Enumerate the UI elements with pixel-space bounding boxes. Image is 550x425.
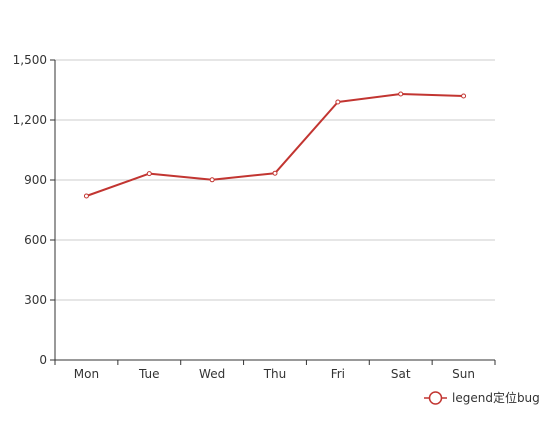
x-tick-label: Sat	[391, 367, 411, 381]
x-axis-labels: Mon Tue Wed Thu Fri Sat Sun	[74, 367, 475, 381]
y-tick-label: 1,500	[13, 53, 47, 67]
series-line	[86, 93, 464, 197]
x-tick-label: Sun	[452, 367, 475, 381]
grid-lines	[55, 59, 495, 301]
x-tick-label: Mon	[74, 367, 99, 381]
legend[interactable]: legend定位bug	[424, 390, 540, 405]
legend-label[interactable]: legend定位bug	[452, 390, 540, 405]
axes	[50, 59, 496, 365]
x-tick-label: Fri	[331, 367, 345, 381]
y-tick-label: 1,200	[13, 113, 47, 127]
y-tick-label: 300	[24, 293, 47, 307]
x-tick-label: Thu	[263, 367, 287, 381]
data-point[interactable]	[398, 91, 404, 97]
series-layer	[83, 91, 467, 199]
legend-circle-icon[interactable]	[428, 391, 443, 405]
data-point[interactable]	[146, 171, 152, 177]
x-tick-label: Wed	[199, 367, 225, 381]
y-axis-labels: 0 300 600 900 1,200 1,500	[13, 53, 47, 367]
y-tick-label: 900	[24, 173, 47, 187]
x-tick-label: Tue	[138, 367, 160, 381]
data-point[interactable]	[461, 93, 467, 99]
data-point[interactable]	[272, 170, 278, 176]
y-tick-label: 0	[39, 353, 47, 367]
data-point[interactable]	[209, 177, 215, 183]
data-point[interactable]	[83, 193, 89, 199]
data-point[interactable]	[335, 99, 341, 105]
y-tick-label: 600	[24, 233, 47, 247]
